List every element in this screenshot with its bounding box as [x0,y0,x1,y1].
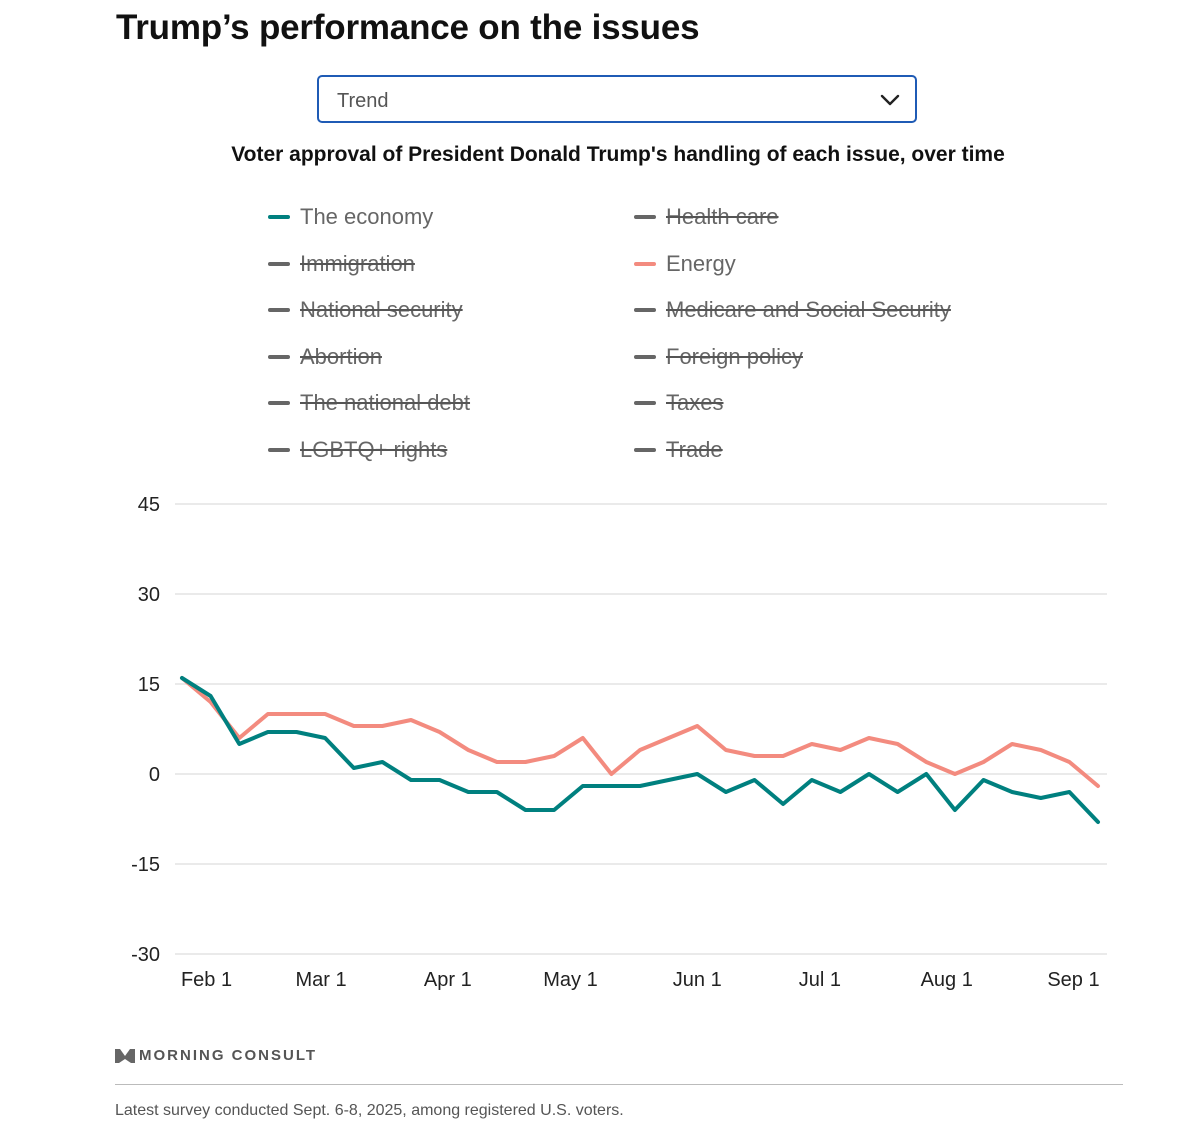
legend-swatch [268,401,290,405]
chevron-down-icon [880,94,900,106]
legend-swatch [268,354,290,359]
legend-label: National security [300,297,463,322]
legend-label: The economy [300,204,434,229]
legend-item-abortion[interactable]: Abortion [268,342,382,372]
legend-label: Abortion [300,343,382,369]
legend-swatch [268,447,290,452]
x-tick-label: Jun 1 [673,969,722,991]
x-tick-label: Feb 1 [181,969,232,991]
legend-item-the-national-debt[interactable]: The national debt [268,388,470,418]
legend-item-energy[interactable]: Energy [634,249,736,279]
legend-swatch [634,215,656,219]
line-chart: 45 30 15 0 -15 -30 Feb 1 Mar 1 Apr 1 May 1 Jun 1 Ju… [131,494,1107,991]
y-tick-label: -15 [131,854,160,876]
legend-item-taxes[interactable]: Taxes [634,388,723,418]
legend-item-trade[interactable]: Trade [634,435,723,465]
footer-divider [115,1084,1123,1085]
legend-label: Foreign policy [666,343,803,369]
legend-label: Trade [666,436,723,462]
x-tick-label: Aug 1 [921,969,973,991]
legend-label: Medicare and Social Security [666,297,951,322]
legend-swatch [634,261,656,266]
series-line-the-economy [180,676,1100,824]
legend-label: The national debt [300,390,471,415]
page-title: Trump’s performance on the issues [116,8,700,47]
legend-item-the-economy[interactable]: The economy [268,202,433,232]
legend-label: Taxes [666,390,724,415]
legend-label: Health care [666,204,779,229]
legend-item-health-care[interactable]: Health care [634,202,779,232]
logo-text: MORNING CONSULT [139,1046,318,1064]
legend-item-foreign-policy[interactable]: Foreign policy [634,342,803,372]
legend-item-national-security[interactable]: National security [268,295,463,325]
morning-consult-logo: MORNING CONSULT [115,1046,317,1064]
legend-swatch [268,261,290,266]
legend-label: LGBTQ+ rights [300,436,448,462]
legend-swatch [634,308,656,312]
legend-swatch [634,354,656,359]
legend-label: Immigration [300,250,415,276]
legend-swatch [634,447,656,452]
legend-label: Energy [666,250,736,276]
y-tick-label: 45 [138,494,160,516]
y-tick-label: 30 [138,584,160,606]
series-line-energy [180,676,1100,788]
x-tick-label: Apr 1 [424,969,472,991]
legend-swatch [268,215,290,219]
view-select-value: Trend [337,90,389,112]
legend-item-lgbtq-rights[interactable]: LGBTQ+ rights [268,435,447,465]
legend-swatch [268,308,290,312]
x-tick-label: May 1 [543,969,597,991]
survey-note: Latest survey conducted Sept. 6-8, 2025,… [115,1102,624,1119]
y-tick-label: 15 [138,674,160,696]
x-tick-label: Sep 1 [1047,969,1099,991]
x-tick-label: Jul 1 [799,969,841,991]
view-select[interactable]: Trend [317,75,917,123]
y-tick-label: -30 [131,944,160,966]
legend-item-immigration[interactable]: Immigration [268,249,415,279]
x-tick-label: Mar 1 [295,969,346,991]
legend-item-medicare-and-social-security[interactable]: Medicare and Social Security [634,295,951,325]
chart-title: Voter approval of President Donald Trump… [231,143,1005,166]
y-tick-label: 0 [149,764,160,786]
legend-swatch [634,401,656,405]
morning-consult-mark-icon [115,1049,135,1063]
